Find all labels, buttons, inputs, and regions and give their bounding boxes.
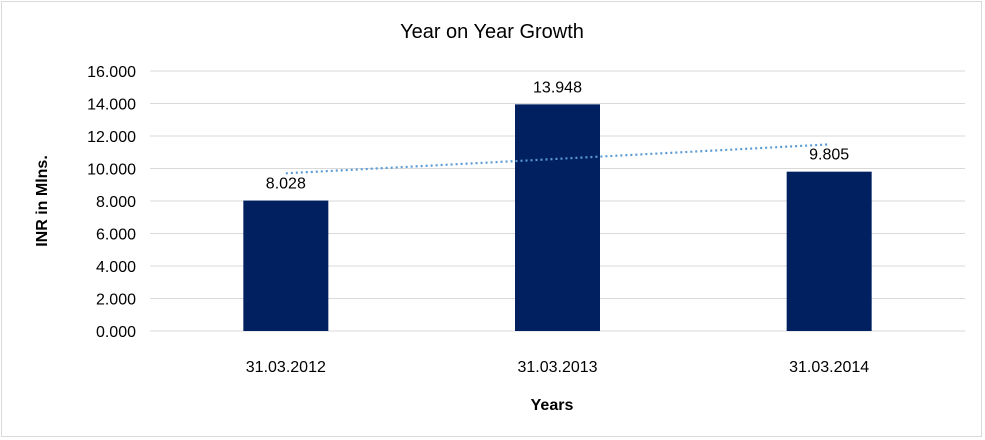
bar (786, 171, 872, 331)
bar (243, 200, 329, 331)
y-tick-label: 2.000 (96, 292, 136, 309)
y-tick-label: 4.000 (96, 259, 136, 276)
data-label: 13.948 (533, 79, 582, 96)
y-tick-label: 10.000 (87, 162, 136, 179)
x-tick-label: 31.03.2014 (789, 359, 869, 376)
bar (515, 104, 600, 331)
trendline (285, 143, 830, 175)
x-axis-label: Years (531, 397, 574, 414)
data-label: 8.028 (266, 176, 306, 193)
y-tick-label: 14.000 (87, 97, 136, 114)
y-tick-label: 12.000 (87, 129, 136, 146)
data-label: 9.805 (809, 147, 849, 164)
y-axis-label: INR in Mlns. (34, 155, 51, 247)
x-tick-label: 31.03.2012 (246, 359, 326, 376)
y-tick-label: 6.000 (96, 227, 136, 244)
chart-title: Year on Year Growth (400, 21, 584, 43)
y-tick-label: 0.000 (96, 324, 136, 341)
y-tick-label: 16.000 (87, 64, 136, 81)
y-tick-label: 8.000 (96, 194, 136, 211)
x-tick-label: 31.03.2013 (517, 359, 597, 376)
